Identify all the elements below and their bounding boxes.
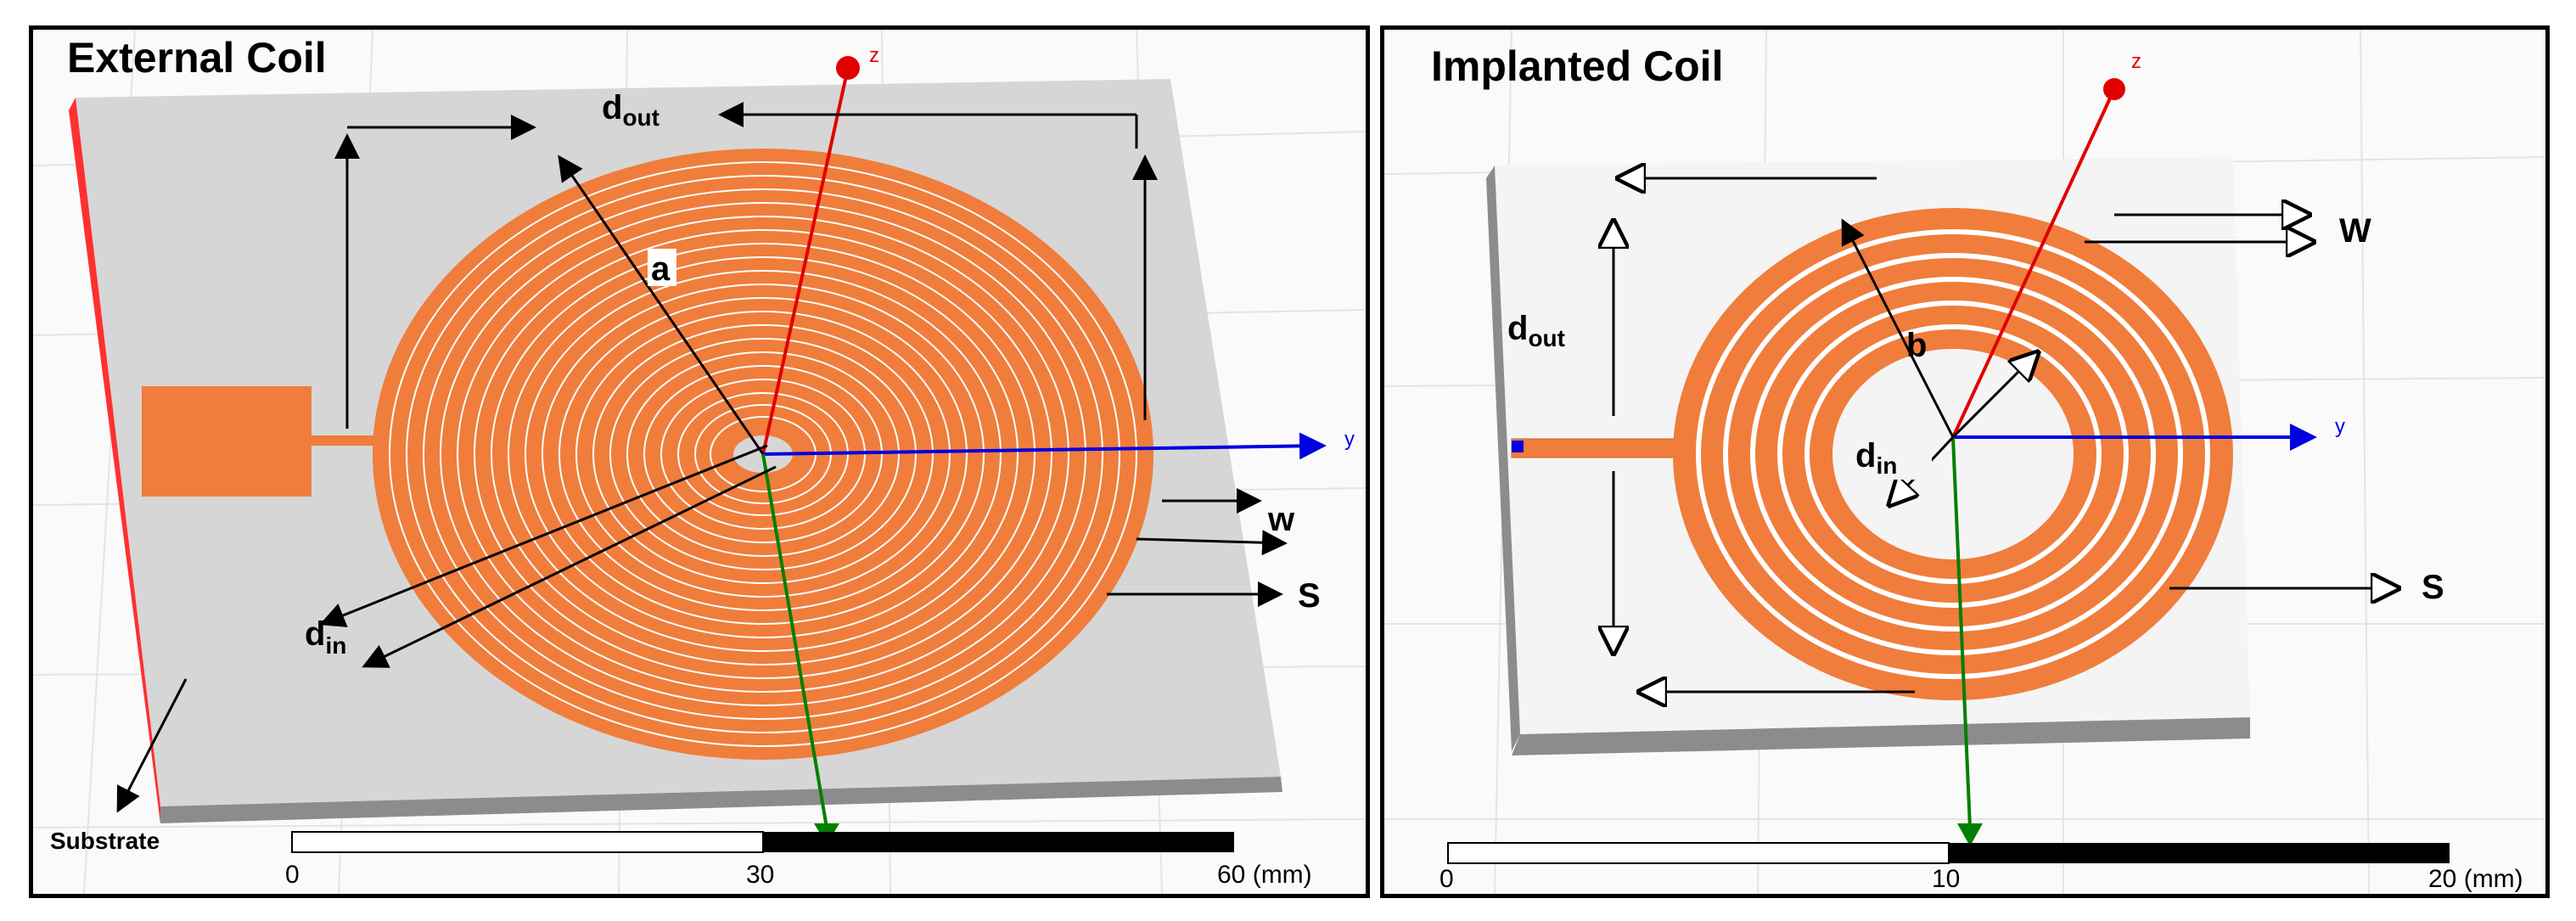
x-axis bbox=[1951, 436, 1972, 828]
z-axis-tip bbox=[836, 56, 860, 80]
feed-line bbox=[309, 435, 385, 446]
substrate-label: Substrate bbox=[50, 828, 160, 854]
scale-tick-60: 60 (mm) bbox=[1217, 861, 1312, 889]
coordinate-axes: z y bbox=[761, 44, 1355, 845]
scale-tick-0: 0 bbox=[1440, 865, 1454, 893]
feed-pad bbox=[142, 386, 311, 497]
z-axis-label: z bbox=[2131, 50, 2141, 73]
z-axis bbox=[1951, 88, 2116, 438]
scale-tick-10: 10 bbox=[1932, 865, 1960, 893]
y-axis-label: y bbox=[1344, 428, 1355, 451]
implanted-coil-panel: z y Implanted Coil dout b din W S 0 10 2… bbox=[1380, 25, 2550, 898]
scale-bar: 0 30 60 (mm) bbox=[285, 831, 1312, 889]
scale-tick-30: 30 bbox=[746, 861, 774, 889]
s-label: S bbox=[2422, 569, 2444, 606]
w-label: W bbox=[2339, 212, 2371, 250]
implanted-coil-figure: z y Implanted Coil dout b din W S 0 10 2… bbox=[1384, 30, 2545, 894]
z-axis-label: z bbox=[869, 44, 879, 67]
external-coil-figure: z y External Coil dout a din w S Substra… bbox=[33, 30, 1366, 894]
x-axis bbox=[761, 453, 828, 828]
external-coil-title: External Coil bbox=[67, 34, 327, 81]
a-label: a bbox=[651, 250, 671, 288]
y-axis bbox=[762, 432, 1327, 460]
w-label: w bbox=[1267, 501, 1295, 538]
dimension-arrows bbox=[116, 102, 1288, 813]
z-axis-tip bbox=[2103, 78, 2125, 100]
z-axis bbox=[761, 67, 850, 455]
implanted-coil-title: Implanted Coil bbox=[1431, 42, 1723, 90]
coordinate-axes: z y bbox=[1951, 50, 2345, 846]
din-label: din bbox=[1855, 437, 1897, 479]
b-label: b bbox=[1906, 327, 1927, 364]
y-axis-label: y bbox=[2335, 415, 2345, 438]
scale-tick-0: 0 bbox=[285, 861, 300, 889]
scale-tick-20: 20 (mm) bbox=[2428, 865, 2523, 893]
dout-label: dout bbox=[1507, 310, 1565, 351]
din-label: din bbox=[305, 615, 346, 659]
s-label: S bbox=[1298, 577, 1321, 615]
scale-bar: 0 10 20 (mm) bbox=[1440, 842, 2523, 893]
dout-label: dout bbox=[602, 89, 659, 131]
external-coil-panel: z y External Coil dout a din w S Substra… bbox=[29, 25, 1370, 898]
